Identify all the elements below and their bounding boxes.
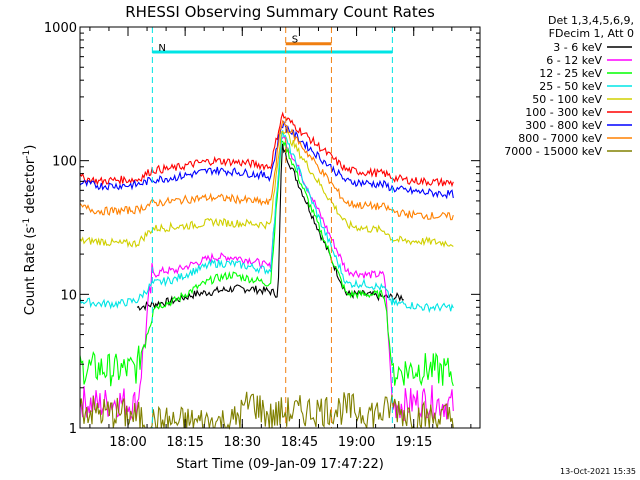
legend-header-line: FDecim 1, Att 0	[549, 27, 634, 40]
legend-entry-label: 800 - 7000 keV	[518, 132, 602, 145]
generation-date: 13-Oct-2021 15:35	[560, 467, 636, 476]
x-tick-label: 18:15	[166, 435, 203, 450]
x-tick-label: 18:30	[224, 435, 261, 450]
y-tick-label: 1	[69, 422, 77, 437]
legend-header-line: Det 1,3,4,5,6,9,	[548, 14, 634, 27]
legend-entry-label: 300 - 800 keV	[525, 119, 602, 132]
series-line-3	[79, 130, 454, 314]
legend-entry-label: 12 - 25 keV	[539, 67, 602, 80]
x-tick-label: 18:00	[109, 435, 146, 450]
legend-entry-label: 25 - 50 keV	[539, 80, 602, 93]
series-line-6	[79, 120, 454, 200]
flag-label-0: N	[158, 43, 165, 54]
plot-area: N S 1 10 100 1000 18:00 18:15 18:30 18:45 19:00 19:…	[44, 21, 481, 450]
y-tick-label: 100	[52, 155, 77, 170]
legend-entry-label: 7000 - 15000 keV	[504, 145, 602, 158]
x-axis-label: Start Time (09-Jan-09 17:47:22)	[176, 457, 384, 472]
y-tick-label: 1000	[44, 21, 77, 36]
legend-entry-label: 6 - 12 keV	[546, 54, 602, 67]
legend: Det 1,3,4,5,6,9,FDecim 1, Att 03 - 6 keV…	[504, 14, 634, 158]
series-line-7	[79, 119, 454, 221]
y-axis-label: Count Rate (s-1 detector-1)	[22, 145, 38, 316]
x-tick-label: 18:45	[281, 435, 318, 450]
legend-entry-label: 50 - 100 keV	[532, 93, 602, 106]
series-line-8	[79, 391, 454, 430]
legend-entry-label: 3 - 6 keV	[553, 41, 602, 54]
x-tick-label: 19:15	[395, 435, 432, 450]
series-line-5	[79, 111, 454, 188]
x-tick-label: 19:00	[338, 435, 375, 450]
series-line-0	[136, 143, 404, 312]
series-line-2	[79, 140, 454, 387]
series-line-4	[79, 130, 454, 249]
y-tick-label: 10	[60, 288, 77, 303]
series-line-1	[79, 135, 454, 422]
chart-title: RHESSI Observing Summary Count Rates	[125, 3, 435, 21]
legend-entry-label: 100 - 300 keV	[525, 106, 602, 119]
flag-label-1: S	[292, 35, 298, 46]
